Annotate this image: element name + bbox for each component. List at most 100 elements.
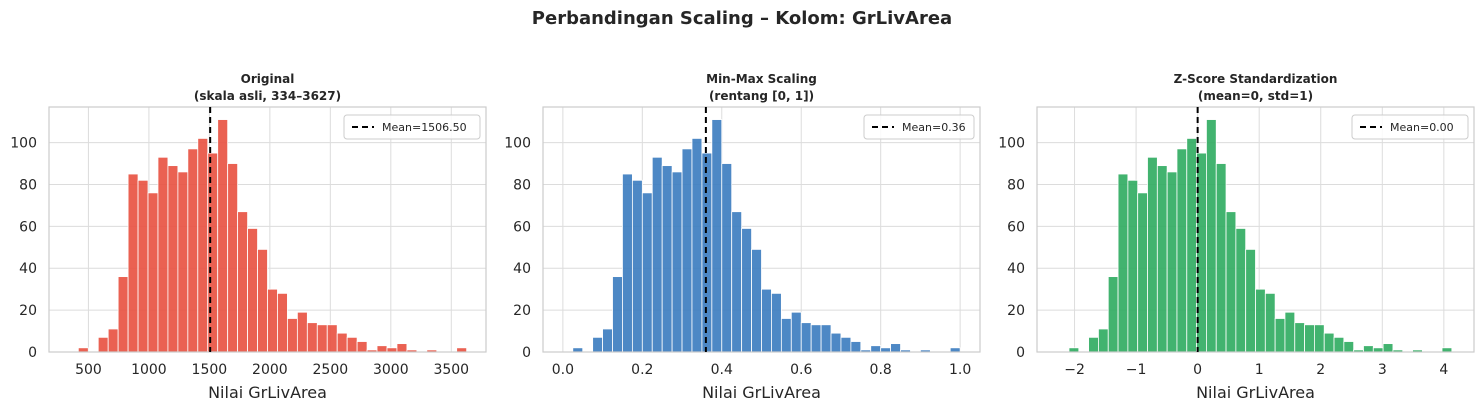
histogram-bar: [1068, 347, 1080, 353]
histogram-bar: [711, 119, 723, 353]
x-tick-label: 0: [1193, 362, 1202, 378]
histogram-bar: [1225, 211, 1237, 353]
histogram-bar: [306, 322, 318, 353]
histogram-bar: [1098, 328, 1109, 353]
x-tick-label: 0.0: [552, 362, 574, 378]
x-tick-label: 0.8: [870, 362, 892, 378]
x-tick-label: 1000: [131, 362, 167, 378]
histogram-bar: [751, 248, 762, 353]
histogram-bar: [741, 228, 752, 353]
histogram-bar: [612, 276, 623, 353]
histogram-bar: [602, 328, 613, 353]
histogram-bar: [1206, 119, 1217, 353]
x-tick-label: 1: [1255, 362, 1264, 378]
y-tick-label: 80: [19, 177, 37, 193]
y-tick-label: 100: [504, 136, 531, 152]
histogram-bar: [1382, 343, 1394, 353]
histogram-bar: [681, 148, 693, 353]
x-tick-label: 0.4: [711, 362, 733, 378]
plot-frame: [1036, 106, 1475, 353]
histogram-bar: [97, 336, 109, 353]
x-tick-label: 2500: [313, 362, 349, 378]
histogram-bar: [1088, 336, 1099, 353]
histogram-bar: [1264, 292, 1276, 353]
y-tick-label: 40: [19, 261, 37, 277]
histogram-bar: [267, 288, 278, 353]
histogram-bar: [949, 347, 961, 353]
y-tick-label: 60: [1007, 219, 1025, 235]
histogram-bar: [167, 165, 179, 353]
histogram-bar: [840, 336, 852, 353]
histogram-bar: [1117, 173, 1129, 353]
legend-mean-label: Mean=0.36: [902, 121, 966, 134]
x-tick-label: 3: [1378, 362, 1387, 378]
histogram-bar: [810, 324, 822, 353]
histogram-bar: [631, 179, 643, 353]
plot-frame: [48, 106, 487, 353]
y-tick-label: 80: [513, 177, 531, 193]
histogram-bar: [830, 332, 842, 353]
histogram-bar: [880, 347, 892, 353]
histogram-bar: [1372, 347, 1384, 353]
histogram-bar: [1235, 228, 1247, 353]
x-axis-label: Nilai GrLivArea: [1196, 383, 1315, 402]
histogram-bar: [1284, 311, 1296, 353]
histogram-bar: [177, 171, 189, 353]
x-tick-label: 0.6: [790, 362, 812, 378]
x-axis-label: Nilai GrLivArea: [208, 383, 327, 402]
histogram-bar: [1363, 345, 1374, 353]
legend-box: [343, 114, 481, 140]
histogram-bar: [661, 165, 673, 353]
panel-subtitle: (skala asli, 334–3627): [194, 89, 341, 103]
histogram-bar: [641, 192, 653, 353]
y-tick-label: 40: [513, 261, 531, 277]
panel-title: Min-Max Scaling: [706, 72, 817, 86]
histogram-bar: [77, 347, 89, 353]
x-tick-label: 0.2: [631, 362, 653, 378]
legend: Mean=1506.50: [343, 114, 481, 140]
x-tick-label: 4: [1439, 362, 1448, 378]
histogram-bar: [277, 292, 288, 353]
histogram-bar: [117, 276, 129, 353]
histogram-bar: [731, 211, 743, 353]
legend: Mean=0.00: [1351, 114, 1469, 140]
y-tick-label: 60: [513, 219, 531, 235]
histogram-bar: [572, 347, 584, 353]
histogram-bar: [850, 341, 862, 353]
panel-subtitle: (rentang [0, 1]): [709, 89, 814, 103]
histogram-bar: [800, 322, 812, 353]
histogram-bar: [1156, 165, 1168, 353]
histogram-bar: [1166, 171, 1178, 353]
x-tick-label: −1: [1126, 362, 1147, 378]
histogram-bar: [870, 345, 882, 353]
legend-mean-label: Mean=1506.50: [382, 121, 467, 134]
y-tick-label: 60: [19, 219, 37, 235]
histogram-bar: [771, 292, 782, 353]
histogram-bar: [1245, 248, 1256, 353]
x-tick-label: 1500: [192, 362, 228, 378]
histogram-bar: [147, 192, 159, 353]
chart-panel-2: 0.0 0.2 0.4 0.6 0.8 1.0 0 20 40 60 80 100 Min-Max Sc…: [504, 72, 981, 402]
y-tick-label: 100: [998, 136, 1025, 152]
y-tick-label: 100: [10, 136, 37, 152]
histogram-bar: [1314, 324, 1325, 353]
histogram-bar: [780, 318, 792, 353]
histogram-bar: [1294, 322, 1305, 353]
histogram-bar: [296, 311, 308, 353]
legend-box: [863, 114, 975, 140]
histogram-bar: [790, 311, 802, 353]
panel-title: Original: [241, 72, 295, 86]
histogram-bar: [197, 138, 209, 353]
x-tick-label: 3500: [433, 362, 469, 378]
histogram-bar: [622, 173, 633, 353]
y-tick-label: 0: [522, 345, 531, 361]
x-tick-label: 2: [1316, 362, 1325, 378]
histogram-bar: [671, 171, 683, 353]
histogram-bar: [1255, 288, 1266, 353]
histogram-bar: [1343, 341, 1355, 353]
legend-box: [1351, 114, 1469, 140]
histogram-bar: [1441, 347, 1453, 353]
histogram-bar: [356, 341, 368, 353]
histogram-bar: [316, 324, 328, 353]
x-axis-label: Nilai GrLivArea: [702, 383, 821, 402]
